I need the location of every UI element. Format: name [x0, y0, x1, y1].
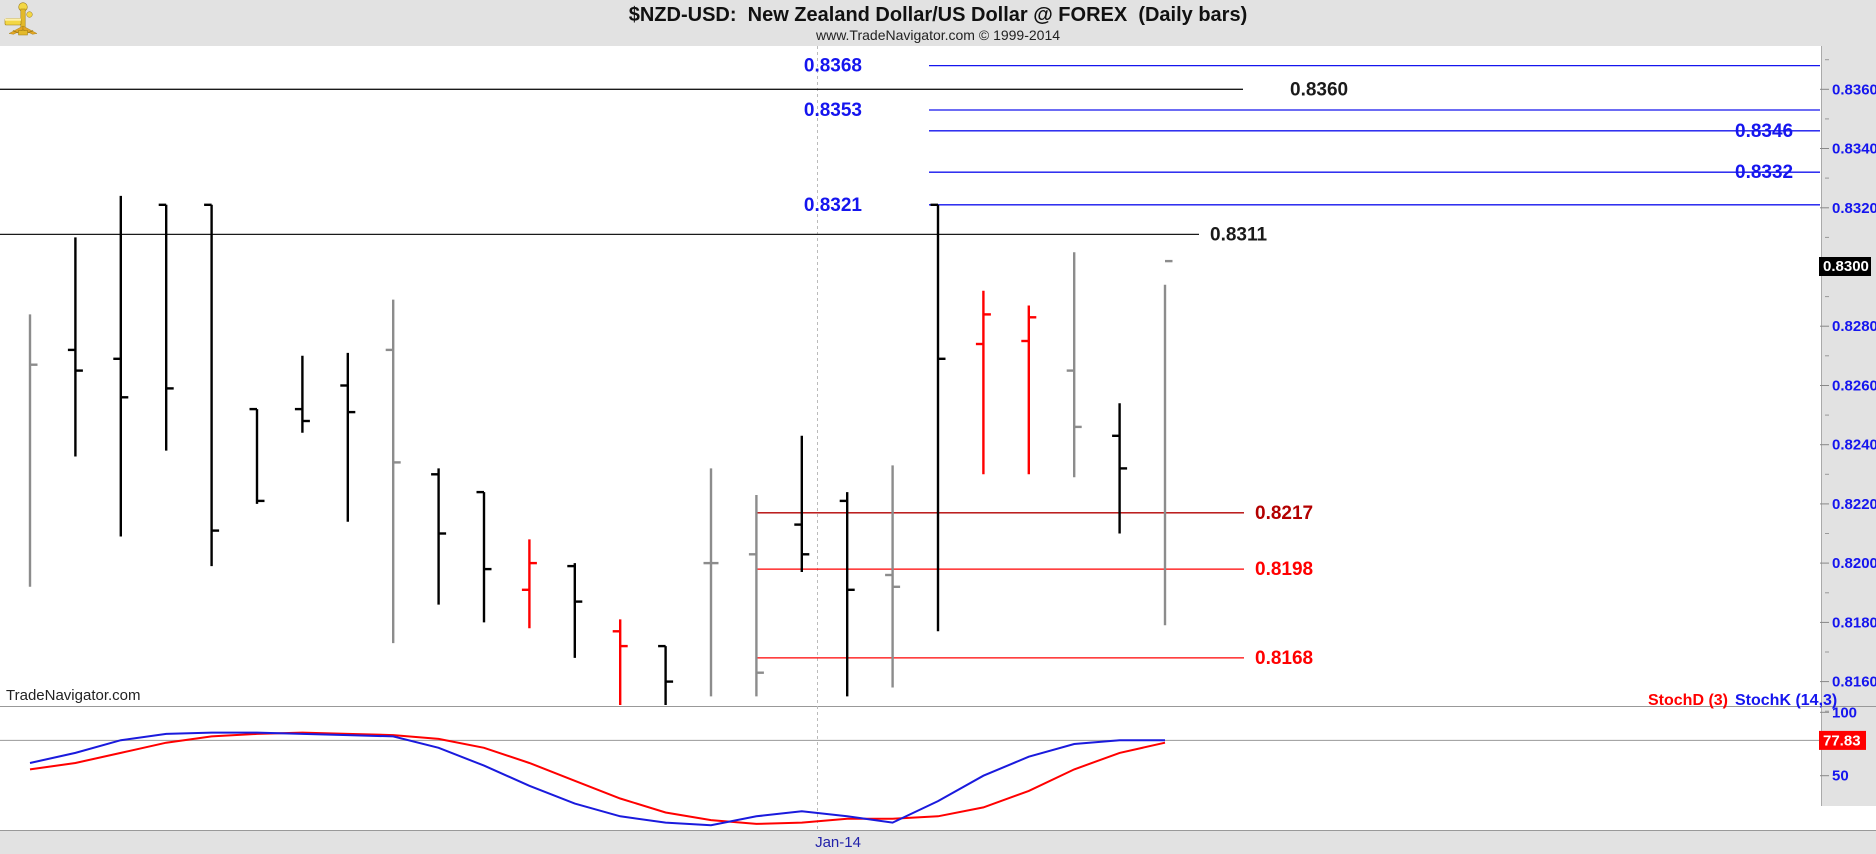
svg-text:StochK (14,3): StochK (14,3) — [1735, 692, 1837, 709]
svg-text:StochD (3): StochD (3) — [1648, 692, 1728, 709]
svg-text:0.8320: 0.8320 — [1832, 200, 1876, 217]
svg-text:0.8332: 0.8332 — [1735, 162, 1793, 183]
svg-text:0.8300: 0.8300 — [1823, 258, 1869, 275]
svg-text:0.8321: 0.8321 — [804, 195, 863, 216]
svg-text:0.8217: 0.8217 — [1255, 503, 1313, 524]
svg-text:100: 100 — [1832, 704, 1857, 721]
svg-text:0.8340: 0.8340 — [1832, 141, 1876, 158]
svg-text:0.8346: 0.8346 — [1735, 121, 1793, 142]
svg-text:0.8368: 0.8368 — [804, 56, 862, 77]
svg-text:0.8280: 0.8280 — [1832, 318, 1876, 335]
svg-text:0.8180: 0.8180 — [1832, 614, 1876, 631]
svg-text:0.8168: 0.8168 — [1255, 648, 1313, 669]
svg-text:50: 50 — [1832, 768, 1849, 785]
svg-text:0.8240: 0.8240 — [1832, 437, 1876, 454]
svg-text:0.8360: 0.8360 — [1832, 81, 1876, 98]
svg-text:Jan-14: Jan-14 — [815, 834, 861, 851]
svg-text:0.8220: 0.8220 — [1832, 496, 1876, 513]
svg-text:0.8160: 0.8160 — [1832, 674, 1876, 691]
svg-text:77.83: 77.83 — [1823, 732, 1861, 749]
svg-text:0.8260: 0.8260 — [1832, 378, 1876, 395]
svg-text:0.8353: 0.8353 — [804, 100, 862, 121]
svg-text:0.8198: 0.8198 — [1255, 559, 1313, 580]
svg-text:0.8200: 0.8200 — [1832, 555, 1876, 572]
svg-text:0.8311: 0.8311 — [1210, 224, 1267, 245]
svg-text:0.8360: 0.8360 — [1290, 79, 1348, 100]
svg-text:TradeNavigator.com: TradeNavigator.com — [6, 687, 141, 704]
